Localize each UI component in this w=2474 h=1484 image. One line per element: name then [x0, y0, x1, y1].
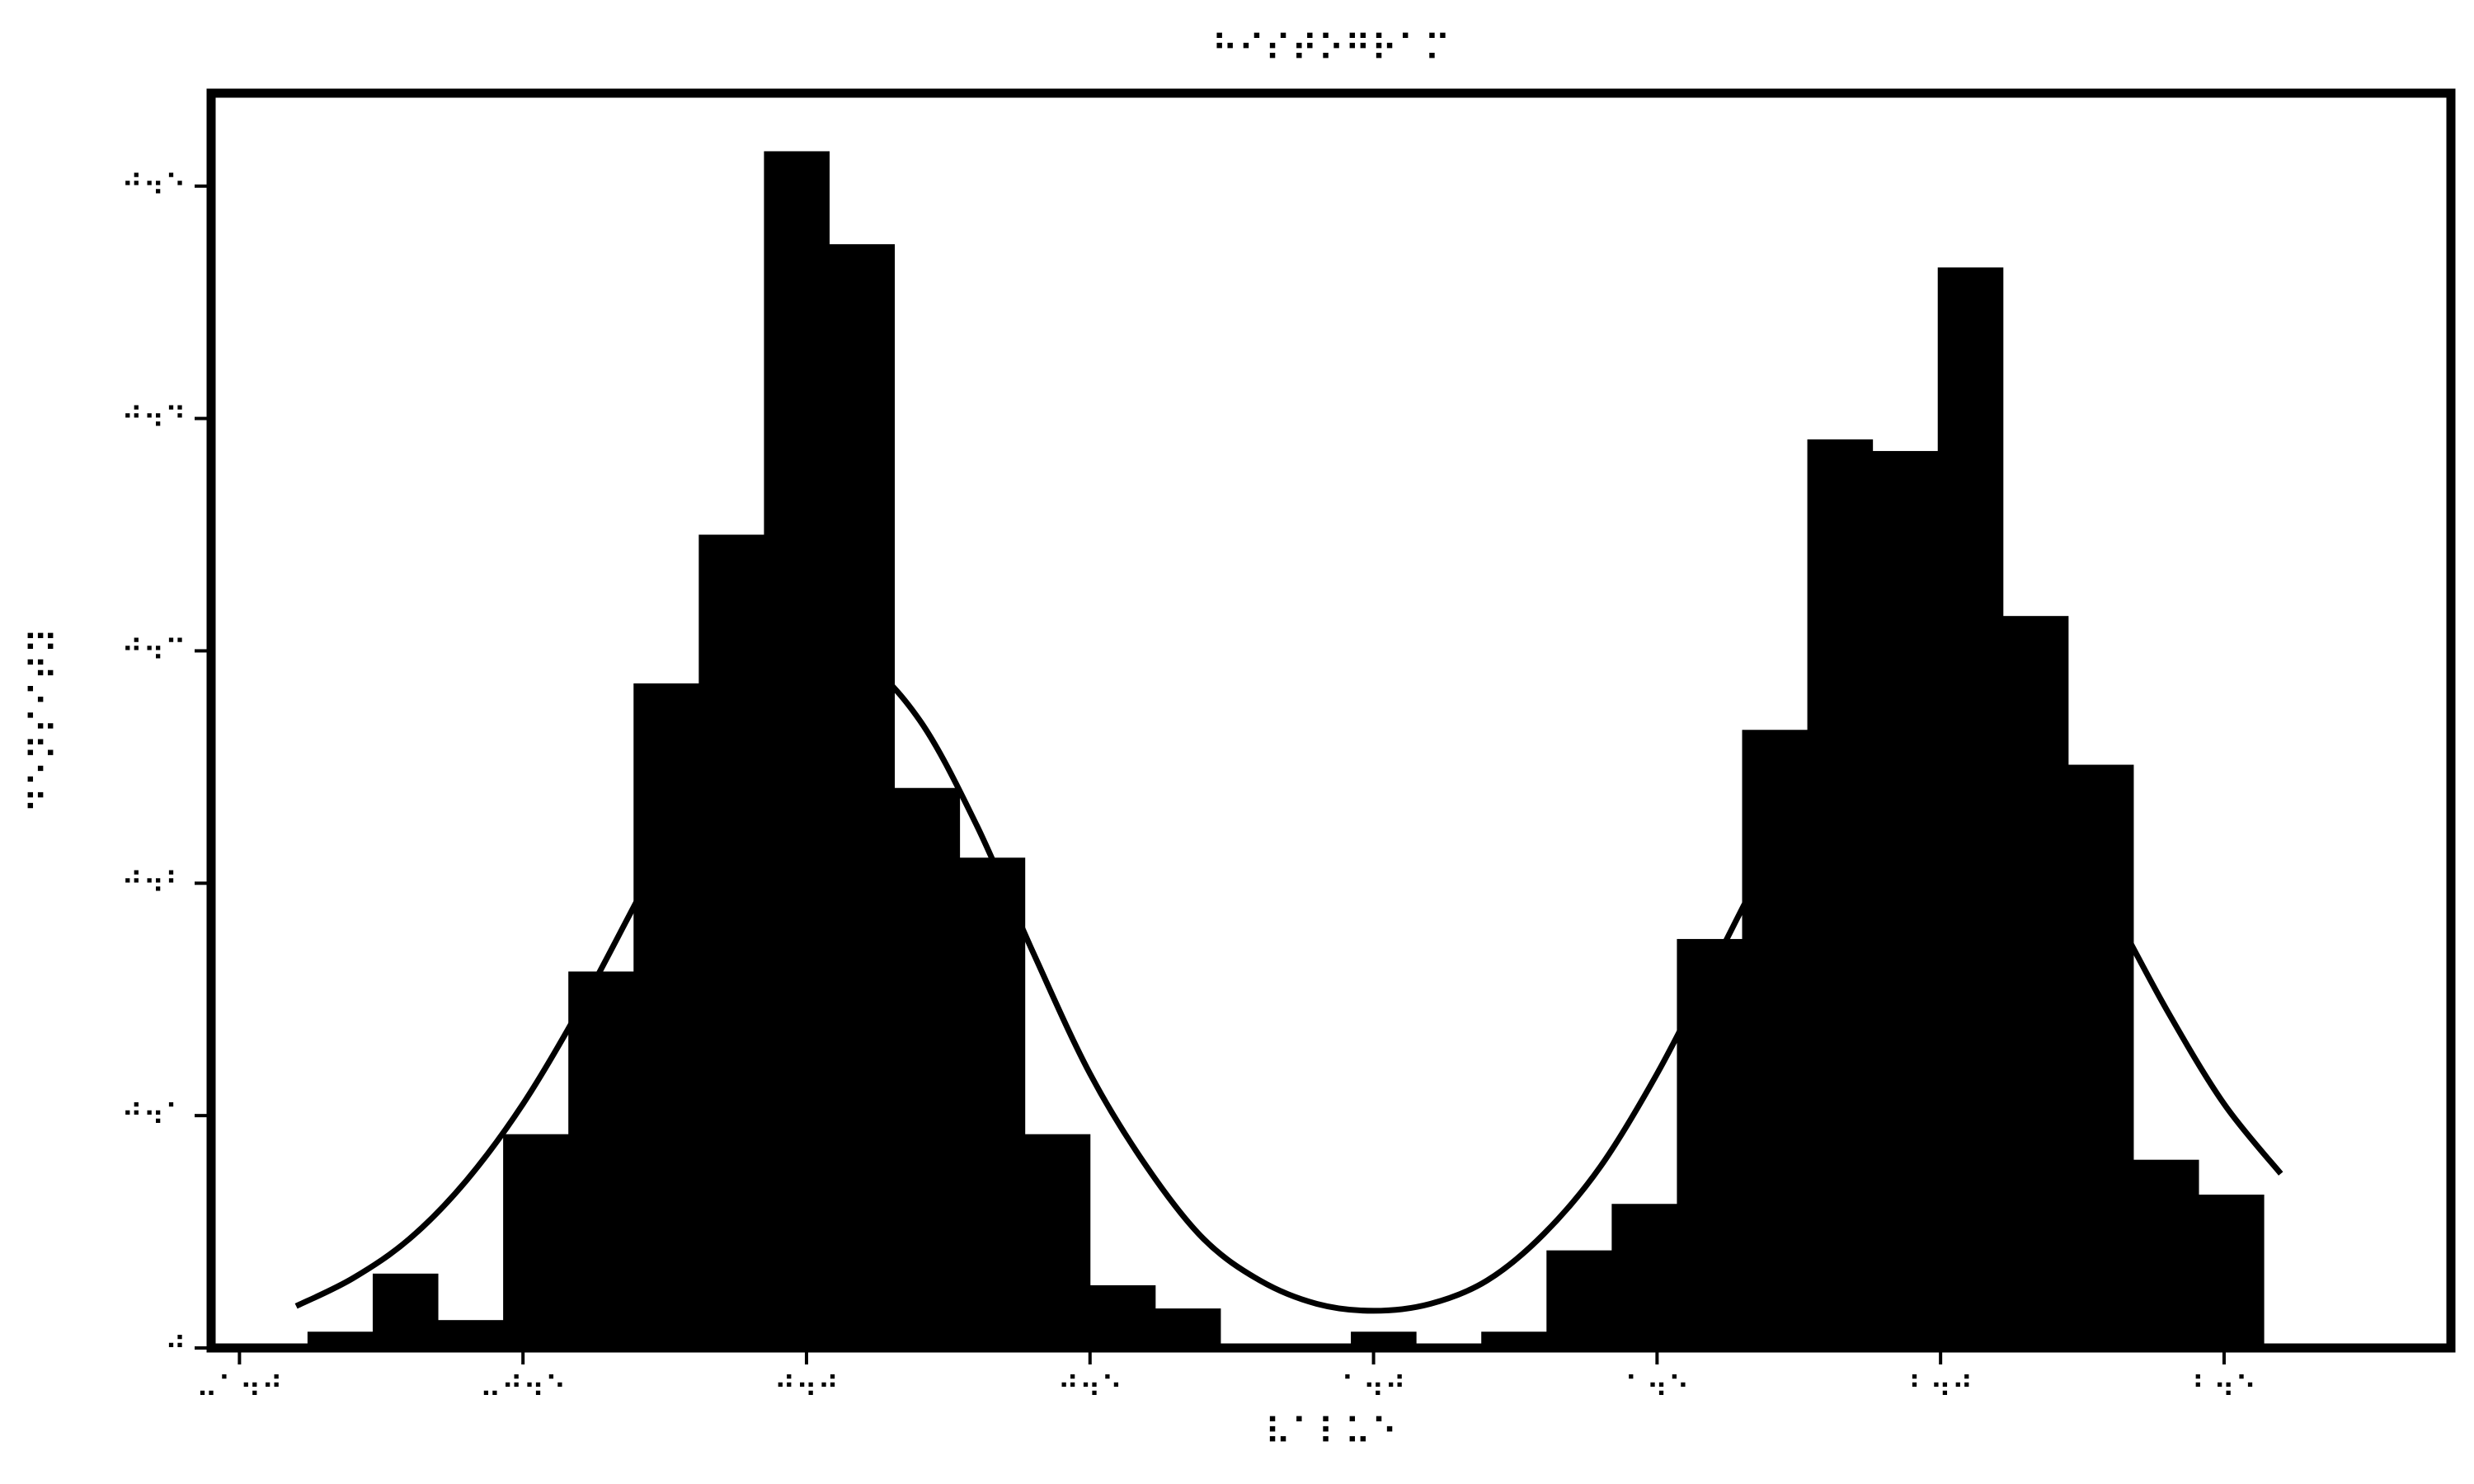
x-axis-ticks: ⠤⠁⠲⠚ ⠤⠚⠲⠑ ⠚⠲⠚ ⠚⠲⠑ ⠁⠲⠚ ⠁⠲⠑ ⠃⠲⠚ ⠃⠲⠑	[196, 1352, 2257, 1405]
x-tick-label: ⠁⠲⠑	[1625, 1371, 1690, 1405]
histogram-bar	[894, 787, 961, 1348]
histogram-bar	[2002, 616, 2069, 1348]
x-tick-label: ⠤⠁⠲⠚	[196, 1371, 283, 1405]
histogram-bar	[1872, 451, 1939, 1348]
x-tick-label: ⠃⠲⠑	[2191, 1371, 2256, 1405]
histogram-bar	[2199, 1194, 2265, 1348]
x-tick-label: ⠤⠚⠲⠑	[479, 1371, 566, 1405]
histogram-bar	[829, 244, 896, 1349]
histogram-bar	[1742, 730, 1808, 1348]
histogram-bar	[568, 971, 634, 1348]
histogram-bar	[698, 534, 764, 1348]
y-tick-label: ⠚⠲⠉	[121, 634, 186, 668]
y-axis-ticks: ⠚ ⠚⠲⠁ ⠚⠲⠃ ⠚⠲⠉ ⠚⠲⠙ ⠚⠲⠑	[121, 170, 207, 1365]
x-tick-label: ⠚⠲⠑	[1057, 1371, 1122, 1405]
y-tick-label: ⠚⠲⠁	[121, 1099, 186, 1133]
histogram-bar	[1089, 1284, 1156, 1348]
histogram-bar	[2133, 1159, 2199, 1348]
histogram-bars	[307, 151, 2265, 1349]
histogram-bar	[372, 1273, 439, 1348]
histogram-bar	[764, 151, 830, 1349]
histogram-bar	[503, 1134, 569, 1348]
y-tick-label: ⠚	[165, 1331, 186, 1365]
histogram-bar	[959, 857, 1026, 1348]
y-tick-label: ⠚⠲⠑	[121, 170, 186, 204]
plot-frame	[206, 88, 2456, 1353]
x-tick-label: ⠃⠲⠚	[1908, 1371, 1973, 1405]
x-tick-label: ⠁⠲⠚	[1341, 1371, 1406, 1405]
density-curve-line	[294, 651, 2284, 1314]
chart-title: ⠓⠊⠎⠞⠕⠛⠗⠁⠍	[1211, 28, 1451, 70]
histogram-bar	[1937, 267, 2004, 1348]
histogram-bar	[2067, 764, 2134, 1348]
x-axis-label: ⠧⠁⠇⠥⠑	[1264, 1411, 1397, 1453]
histogram-bar	[1024, 1134, 1091, 1348]
x-tick-label: ⠚⠲⠚	[774, 1371, 839, 1405]
histogram-bar	[1677, 938, 1743, 1348]
histogram-bar	[1807, 439, 1874, 1349]
y-tick-label: ⠚⠲⠃	[121, 866, 186, 900]
y-tick-label: ⠚⠲⠙	[121, 402, 186, 436]
histogram-bar	[1611, 1204, 1677, 1348]
histogram-bar	[633, 683, 699, 1348]
histogram-bar	[1546, 1250, 1612, 1348]
y-axis-label: ⠙⠑⠝⠎⠊⠞⠽	[23, 627, 65, 814]
histogram-bar	[438, 1320, 504, 1348]
histogram-bar	[1155, 1308, 1221, 1348]
